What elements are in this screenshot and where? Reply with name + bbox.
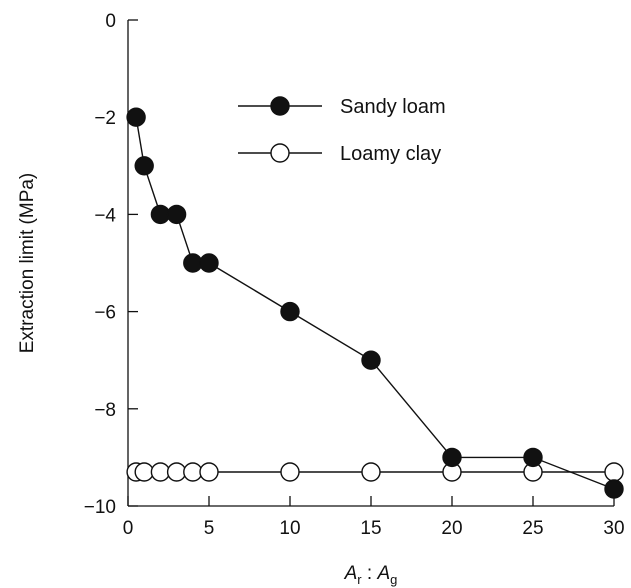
- y-tick-label: −6: [94, 303, 116, 324]
- data-point-loamy-clay: [150, 462, 171, 482]
- y-tick-label: 0: [105, 11, 116, 32]
- data-point-sandy-loam: [166, 204, 187, 225]
- x-axis-title-main1: A: [344, 563, 358, 584]
- y-tick-label: −2: [94, 108, 116, 129]
- legend-item-loamy-clay: Loamy clay: [238, 143, 441, 165]
- series-lines: [135, 117, 615, 490]
- series-line-sandy-loam: [135, 117, 615, 490]
- x-tick-label: 20: [441, 518, 462, 539]
- x-tick-label: 30: [603, 518, 624, 539]
- x-tick-label: 15: [360, 518, 381, 539]
- data-point-loamy-clay: [183, 462, 203, 482]
- data-point-sandy-loam: [442, 447, 462, 468]
- legend: Sandy loam Loamy clay: [238, 96, 446, 165]
- data-point-sandy-loam: [150, 204, 171, 225]
- x-tick-label: 10: [279, 518, 300, 539]
- data-point-loamy-clay: [166, 462, 187, 482]
- legend-item-sandy-loam: Sandy loam: [238, 96, 446, 118]
- x-ticks: 0 5 10 15 20 25 30: [123, 496, 625, 539]
- x-tick-label: 25: [522, 518, 543, 539]
- legend-marker-sandy-loam: [270, 96, 290, 116]
- data-point-loamy-clay: [280, 462, 300, 482]
- data-point-sandy-loam: [199, 253, 219, 273]
- data-point-sandy-loam: [523, 447, 543, 468]
- x-axis-title-sep: :: [362, 563, 378, 584]
- y-tick-label: −10: [84, 497, 116, 518]
- x-axis-title: Ar : Ag: [344, 563, 398, 587]
- y-tick-label: −4: [94, 205, 116, 226]
- legend-marker-loamy-clay: [270, 143, 290, 163]
- y-tick-label: −8: [94, 400, 116, 421]
- x-tick-label: 0: [123, 518, 134, 539]
- data-point-loamy-clay: [604, 462, 624, 482]
- data-point-loamy-clay: [199, 462, 219, 482]
- x-axis-title-main2: A: [376, 563, 390, 584]
- data-point-sandy-loam: [126, 107, 146, 127]
- legend-label-loamy-clay: Loamy clay: [340, 143, 441, 165]
- y-axis-title: Extraction limit (MPa): [17, 173, 38, 354]
- data-point-sandy-loam: [604, 479, 624, 499]
- x-tick-label: 5: [204, 518, 215, 539]
- legend-label-sandy-loam: Sandy loam: [340, 96, 446, 118]
- data-point-sandy-loam: [183, 253, 203, 273]
- x-axis-title-sub2: g: [390, 572, 397, 587]
- data-point-loamy-clay: [361, 462, 381, 482]
- data-point-sandy-loam: [361, 350, 381, 370]
- x-axis-title-sub1: r: [357, 572, 362, 587]
- series-points: [126, 107, 624, 499]
- data-point-sandy-loam: [280, 301, 300, 322]
- data-point-sandy-loam: [134, 156, 154, 176]
- y-ticks: 0 −2 −4 −6 −8 −10: [84, 11, 138, 518]
- data-point-loamy-clay: [134, 462, 154, 482]
